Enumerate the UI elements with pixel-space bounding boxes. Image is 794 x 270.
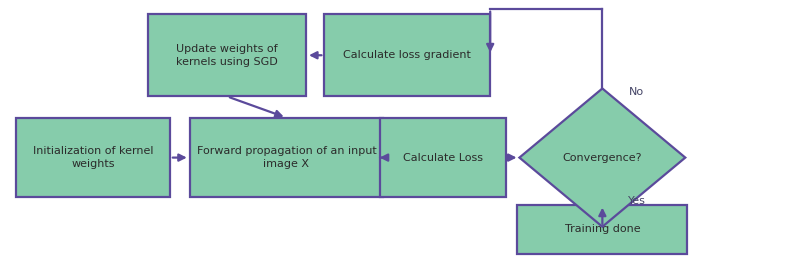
FancyBboxPatch shape (190, 118, 384, 197)
FancyBboxPatch shape (324, 14, 490, 96)
Text: Calculate Loss: Calculate Loss (403, 153, 483, 163)
FancyBboxPatch shape (380, 118, 506, 197)
Text: Forward propagation of an input
image X: Forward propagation of an input image X (197, 146, 376, 169)
Text: Update weights of
kernels using SGD: Update weights of kernels using SGD (176, 44, 278, 67)
Text: Training done: Training done (565, 224, 640, 234)
FancyBboxPatch shape (518, 205, 688, 254)
FancyBboxPatch shape (16, 118, 170, 197)
Text: Yes: Yes (628, 196, 646, 206)
Text: Convergence?: Convergence? (563, 153, 642, 163)
Text: No: No (628, 87, 644, 97)
FancyBboxPatch shape (148, 14, 306, 96)
Text: Initialization of kernel
weights: Initialization of kernel weights (33, 146, 153, 169)
Text: Calculate loss gradient: Calculate loss gradient (343, 50, 471, 60)
Polygon shape (519, 89, 685, 227)
